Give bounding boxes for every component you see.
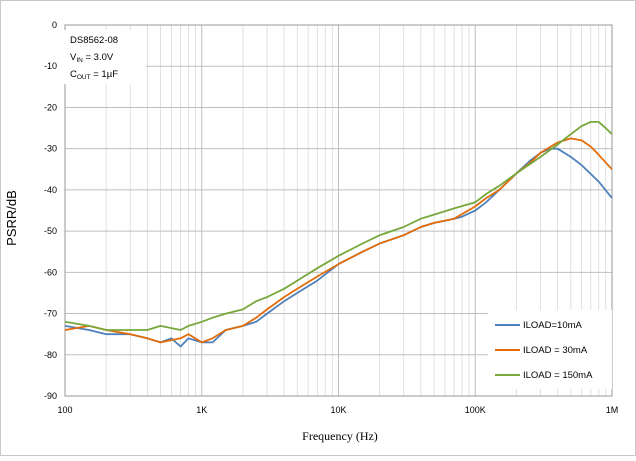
y-tick-label: -50 bbox=[44, 226, 57, 236]
x-tick-label: 100 bbox=[57, 405, 72, 415]
y-tick-label: -20 bbox=[44, 102, 57, 112]
legend: ILOAD=10mA ILOAD = 30mA ILOAD = 150mA bbox=[488, 310, 612, 389]
annotation-line-3: COUT = 1µF bbox=[70, 69, 118, 81]
y-tick-label: -60 bbox=[44, 267, 57, 277]
legend-label: ILOAD = 150mA bbox=[523, 370, 593, 381]
y-axis-label: PSRR/dB bbox=[4, 190, 19, 246]
x-tick-label: 10K bbox=[330, 405, 346, 415]
x-tick-label: 1M bbox=[606, 405, 619, 415]
x-tick-labels: 100 1K 10K 100K 1M bbox=[57, 405, 618, 415]
annotation-line-2: VIN = 3.0V bbox=[70, 52, 114, 64]
series-line-3 bbox=[64, 121, 613, 331]
y-tick-label: -10 bbox=[44, 61, 57, 71]
series-lines bbox=[64, 121, 613, 348]
plot-area-border bbox=[64, 24, 613, 397]
y-tick-labels: 0 -10 -20 -30 -40 -50 -60 -70 -80 -90 bbox=[44, 20, 57, 401]
legend-label: ILOAD = 30mA bbox=[523, 345, 588, 356]
series-line-2 bbox=[64, 137, 613, 344]
y-tick-label: -80 bbox=[44, 350, 57, 360]
y-tick-label: -90 bbox=[44, 391, 57, 401]
x-tick-label: 100K bbox=[465, 405, 486, 415]
y-tick-label: -40 bbox=[44, 185, 57, 195]
annotation-line-1: DS8562-08 bbox=[70, 35, 118, 46]
y-tick-label: 0 bbox=[52, 20, 57, 30]
annotation-background bbox=[64, 30, 146, 84]
legend-items: ILOAD=10mA ILOAD = 30mA ILOAD = 150mA bbox=[495, 320, 593, 381]
x-axis-label: Frequency (Hz) bbox=[302, 429, 378, 443]
y-tick-label: -70 bbox=[44, 309, 57, 319]
legend-label: ILOAD=10mA bbox=[523, 320, 583, 331]
y-tick-label: -30 bbox=[44, 144, 57, 154]
x-tick-label: 1K bbox=[196, 405, 207, 415]
annotation-box: DS8562-08 VIN = 3.0V COUT = 1µF bbox=[64, 30, 146, 84]
